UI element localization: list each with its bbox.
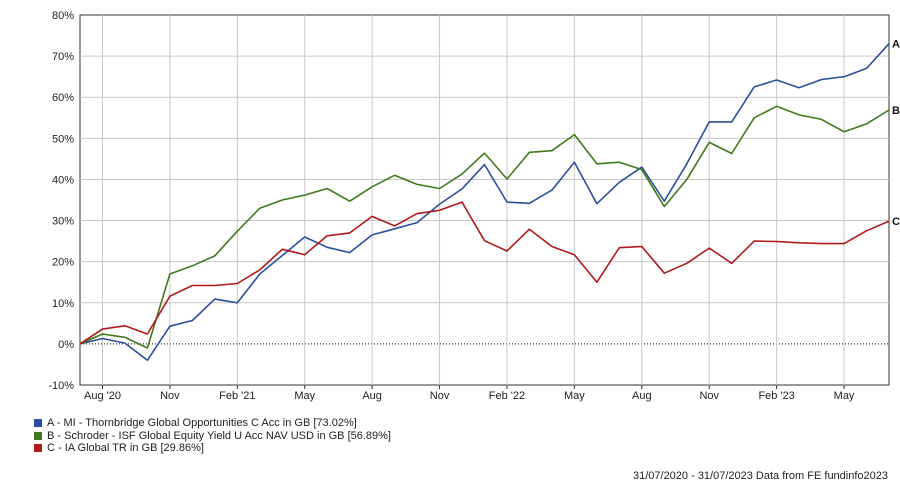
- y-tick-label: 10%: [52, 298, 74, 310]
- end-label-b: B: [892, 105, 900, 117]
- legend: A - MI - Thornbridge Global Opportunitie…: [34, 417, 391, 455]
- y-tick-label: 40%: [52, 174, 74, 186]
- y-tick-label: 0%: [58, 339, 74, 351]
- x-tick-label: Aug: [632, 390, 652, 402]
- x-tick-label: Nov: [160, 390, 180, 402]
- y-tick-label: 70%: [52, 51, 74, 63]
- end-label-a: A: [892, 39, 900, 51]
- legend-swatch-c: [34, 444, 42, 453]
- legend-item-c: C - IA Global TR in GB [29.86%]: [34, 442, 391, 455]
- line-chart: -10% 0% 10% 20% 30% 40% 50% 60% 70% 80% Aug '20 No…: [48, 10, 900, 402]
- series-line-b: [79, 105, 890, 349]
- x-tick-label: May: [834, 390, 855, 402]
- x-tick-label: May: [564, 390, 585, 402]
- x-tick-label: Nov: [430, 390, 450, 402]
- x-tick-label: Feb '23: [758, 390, 794, 402]
- y-tick-label: 50%: [52, 133, 74, 145]
- legend-label-c: C - IA Global TR in GB [29.86%]: [47, 442, 204, 454]
- legend-swatch-b: [34, 431, 42, 440]
- x-tick-label: Nov: [699, 390, 719, 402]
- y-axis-ticks: -10% 0% 10% 20% 30% 40% 50% 60% 70% 80%: [48, 10, 74, 392]
- x-tick-label: Aug '20: [84, 390, 121, 402]
- legend-swatch-a: [34, 419, 42, 428]
- legend-item-b: B - Schroder - ISF Global Equity Yield U…: [34, 430, 391, 443]
- y-tick-label: -10%: [48, 380, 74, 392]
- series-line-a: [79, 43, 890, 362]
- legend-label-a: A - MI - Thornbridge Global Opportunitie…: [47, 417, 357, 429]
- y-tick-label: 20%: [52, 257, 74, 269]
- series-line-c: [79, 201, 890, 345]
- end-label-c: C: [892, 216, 900, 228]
- legend-item-a: A - MI - Thornbridge Global Opportunitie…: [34, 417, 391, 430]
- x-tick-label: May: [294, 390, 315, 402]
- x-tick-label: Aug: [362, 390, 382, 402]
- y-tick-label: 80%: [52, 10, 74, 22]
- series-lines: [79, 43, 890, 362]
- legend-label-b: B - Schroder - ISF Global Equity Yield U…: [47, 429, 391, 442]
- gridlines: [79, 14, 890, 386]
- plot-frame: [79, 14, 890, 386]
- x-axis-ticks: Aug '20 Nov Feb '21 May Aug Nov Feb '22 May Aug N…: [84, 385, 855, 402]
- y-tick-label: 60%: [52, 92, 74, 104]
- x-tick-label: Feb '22: [489, 390, 525, 402]
- y-tick-label: 30%: [52, 216, 74, 228]
- series-end-labels: A B C: [892, 39, 900, 228]
- footer-note: 31/07/2020 - 31/07/2023 Data from FE fun…: [632, 470, 888, 482]
- x-tick-label: Feb '21: [219, 390, 255, 402]
